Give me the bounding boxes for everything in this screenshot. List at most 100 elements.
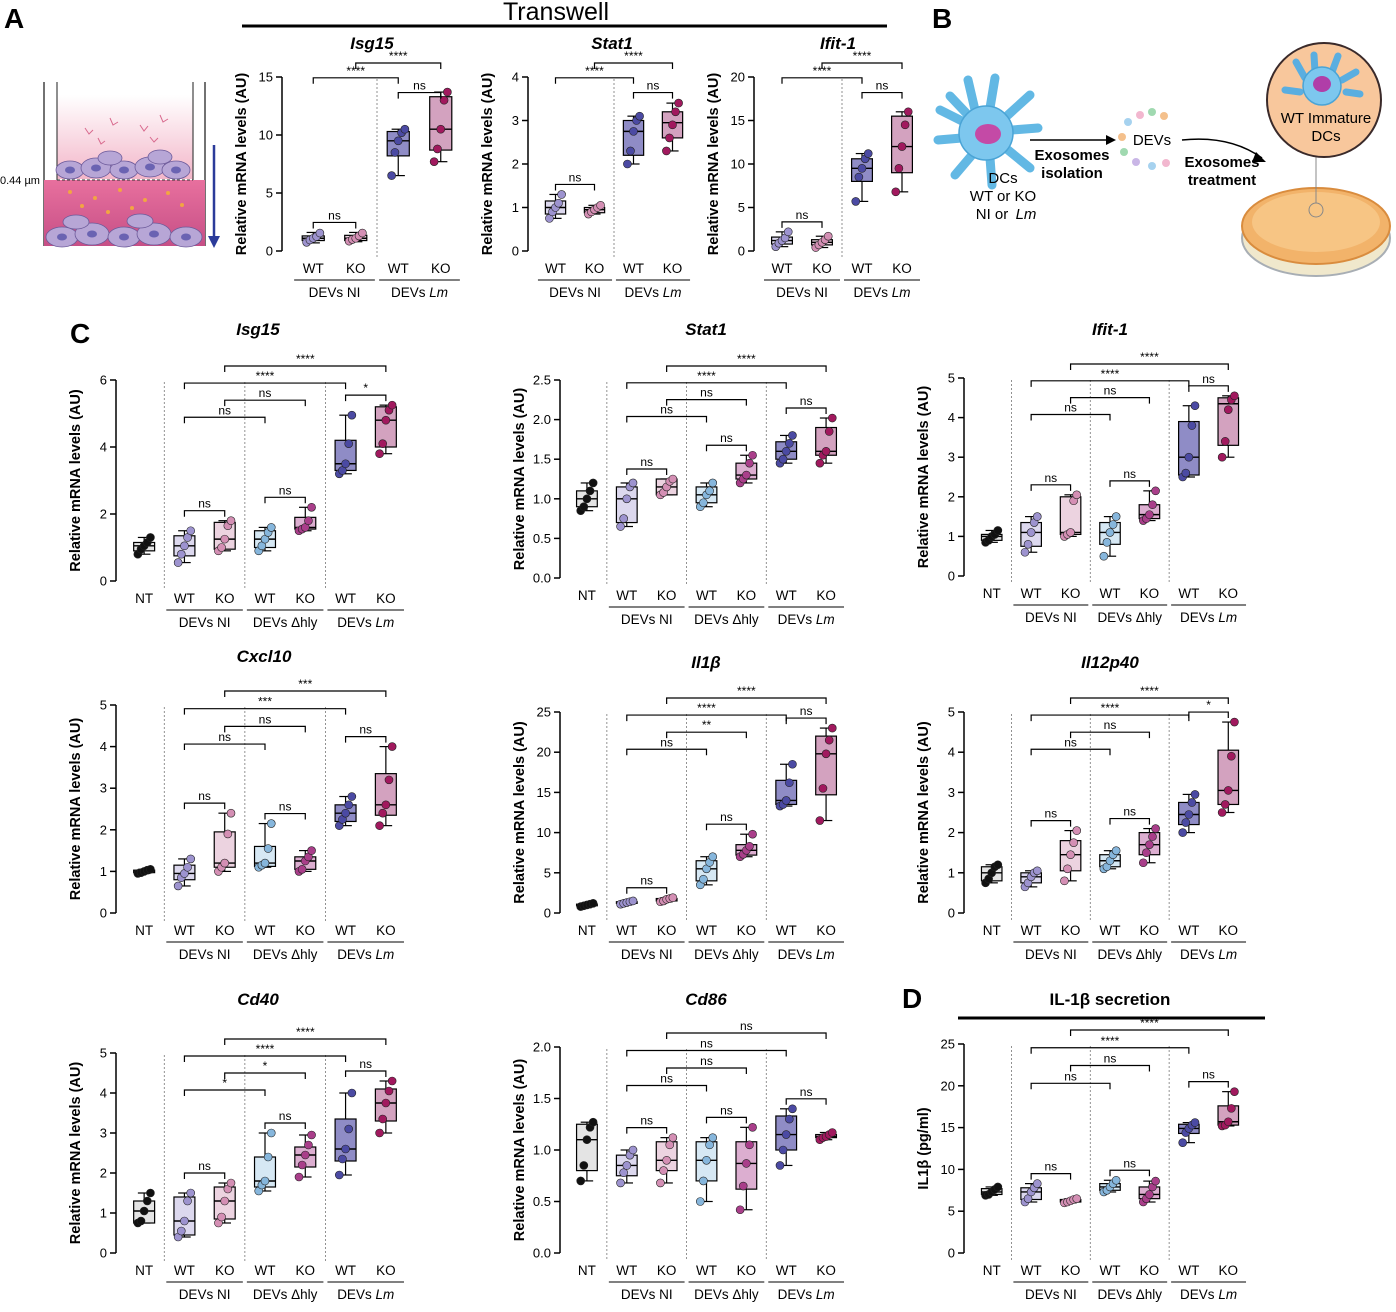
data-point [854, 172, 864, 182]
transwell-title: Transwell [503, 0, 609, 26]
data-point [656, 1178, 665, 1188]
significance-label: **** [853, 49, 872, 63]
x-category-label: NT [983, 1263, 1001, 1278]
data-point [705, 1140, 714, 1150]
data-point [628, 1145, 638, 1155]
data-point [775, 1161, 785, 1170]
data-point [785, 439, 794, 448]
x-category-label: KO [376, 1263, 396, 1278]
upper-nuclei [65, 163, 181, 174]
significance-label: * [263, 1059, 268, 1073]
data-point [338, 1154, 347, 1164]
significance-bracket [183, 1055, 347, 1062]
data-point [585, 486, 595, 496]
significance-label: ns [640, 455, 653, 469]
box-wt [173, 1196, 196, 1236]
data-point [738, 1181, 748, 1191]
significance-bracket [1030, 413, 1111, 421]
significance-bracket [705, 1116, 747, 1124]
group-label: DEVs NI [309, 285, 361, 300]
x-category-label: KO [296, 923, 316, 938]
data-point [1148, 832, 1157, 841]
group-label: DEVs NI [621, 1287, 673, 1302]
x-category-label: WT [616, 923, 637, 938]
y-tick-label: 15 [941, 1120, 955, 1135]
group-label: DEVs Δhly [694, 612, 759, 627]
y-tick-label: 2 [100, 1166, 107, 1181]
y-tick-label: 15 [731, 113, 745, 128]
group-label-text: DEVs [1180, 610, 1218, 625]
y-tick-label: 0 [100, 1246, 107, 1261]
x-category-label: WT [776, 923, 797, 938]
group-label-italic: Lm [816, 612, 835, 627]
chart-title: Cxcl10 [237, 647, 292, 666]
group-label-italic: Lm [1218, 610, 1237, 625]
significance-bracket [1030, 714, 1190, 722]
group-label: DEVs Lm [391, 285, 448, 300]
data-point [818, 784, 828, 793]
x-category-label: WT [388, 261, 409, 276]
x-category-label: WT [545, 261, 566, 276]
data-point [824, 735, 834, 745]
dc-label-3: NI or [976, 206, 1009, 223]
significance-label: **** [813, 64, 832, 78]
data-point [671, 107, 680, 117]
group-label-text: DEVs NI [1025, 947, 1077, 962]
box-ko [1217, 397, 1240, 446]
x-category-label: KO [816, 1263, 836, 1278]
y-axis-label: Relative mRNA levels (AU) [512, 388, 528, 571]
devs-label: DEVs [1133, 132, 1171, 149]
chart-d-il1b-secretion: IL-1β secretion 0 5 10 15 20 25 IL1β (pg/ml) NT W… [916, 990, 1265, 1302]
significance-bracket [1069, 397, 1151, 404]
significance-bracket [1030, 748, 1111, 756]
group-label-italic: Lm [429, 285, 448, 300]
significance-bracket [1188, 385, 1229, 392]
x-category-label: KO [1140, 923, 1160, 938]
group-label-text: DEVs Δhly [1097, 610, 1162, 625]
chart-c-stat1: Stat1 0.0 0.5 1.0 1.5 2.0 2.5 Relative mRNA lev… [512, 320, 845, 627]
significance-label: ns [800, 704, 813, 718]
x-category-label: KO [657, 1263, 677, 1278]
group-label-text: DEVs [778, 947, 816, 962]
y-tick-label: 1.0 [533, 491, 551, 506]
x-category-label: WT [1178, 1263, 1199, 1278]
significance-label: ns [1104, 1052, 1117, 1066]
group-label-text: DEVs NI [549, 285, 601, 300]
significance-bracket [1188, 1081, 1229, 1088]
group-label: DEVs NI [549, 285, 601, 300]
data-point [378, 439, 388, 448]
x-category-label: NT [983, 923, 1001, 938]
x-category-label: KO [296, 1263, 316, 1278]
x-category-label: WT [1100, 923, 1121, 938]
significance-label: **** [296, 352, 315, 366]
x-category-label: KO [663, 261, 683, 276]
significance-label: ns [1123, 467, 1136, 481]
data-point [387, 400, 397, 410]
y-tick-label: 4 [948, 745, 955, 760]
data-point [1148, 500, 1157, 510]
data-point [745, 458, 754, 468]
group-label-text: DEVs NI [621, 612, 673, 627]
data-point [315, 228, 325, 238]
significance-label: ns [800, 1085, 813, 1099]
significance-bracket [1030, 1173, 1072, 1180]
x-category-label: KO [1219, 1263, 1239, 1278]
data-point [217, 543, 226, 552]
chart-a-isg15: Isg15 0 5 10 15 Relative mRNA levels (AU) WT KO… [234, 34, 460, 300]
y-tick-label: 15 [537, 785, 551, 800]
data-point [1230, 717, 1239, 727]
group-label-text: DEVs NI [179, 1287, 231, 1302]
data-point [745, 841, 754, 851]
data-point [708, 852, 718, 862]
data-point [334, 1170, 344, 1180]
data-point [629, 127, 638, 136]
data-point [1023, 540, 1033, 549]
data-point [827, 723, 837, 733]
y-axis-label: Relative mRNA levels (AU) [916, 721, 932, 904]
group-label: DEVs NI [1025, 610, 1077, 625]
group-label: DEVs Δhly [253, 947, 318, 962]
significance-bracket [705, 823, 747, 831]
data-point [659, 1166, 668, 1175]
group-label: DEVs Lm [337, 947, 394, 962]
data-point [307, 846, 316, 855]
